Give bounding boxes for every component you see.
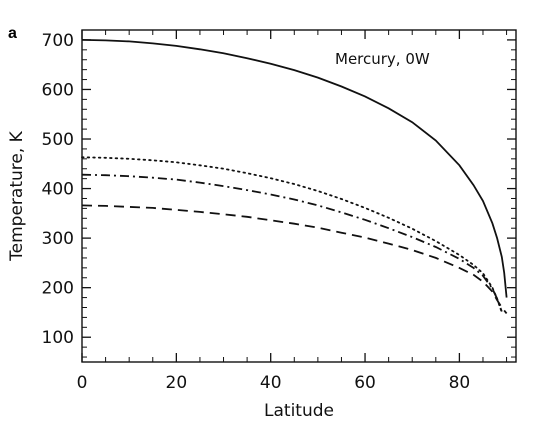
y-tick-label: 100: [42, 328, 74, 348]
x-axis-label: Latitude: [264, 401, 334, 421]
series-line-solid: [81, 39, 508, 298]
x-tick-label: 80: [449, 373, 471, 393]
plot-annotation: Mercury, 0W: [335, 50, 430, 68]
x-tick-label: 40: [260, 373, 282, 393]
series-line-dash-dot: [81, 173, 503, 312]
y-tick-label: 500: [42, 130, 74, 150]
x-tick-label: 60: [354, 373, 376, 393]
series-line-dotted: [81, 156, 503, 314]
y-tick-label: 300: [42, 229, 74, 249]
x-tick-label: 20: [166, 373, 188, 393]
panel-letter: a: [8, 25, 17, 42]
plot-frame: [81, 29, 517, 363]
y-axis-label: Temperature, K: [7, 130, 27, 261]
y-tick-label: 400: [42, 180, 74, 200]
y-axis: 100 200 300 400 500 600 700: [42, 31, 516, 358]
y-tick-label: 600: [42, 80, 74, 100]
x-axis: 0 20 40 60 80: [77, 30, 508, 393]
series-layer: [81, 39, 508, 314]
series-line-dashed: [81, 204, 508, 314]
y-tick-label: 200: [42, 279, 74, 299]
y-tick-label: 700: [42, 31, 74, 51]
x-tick-label: 0: [77, 373, 88, 393]
